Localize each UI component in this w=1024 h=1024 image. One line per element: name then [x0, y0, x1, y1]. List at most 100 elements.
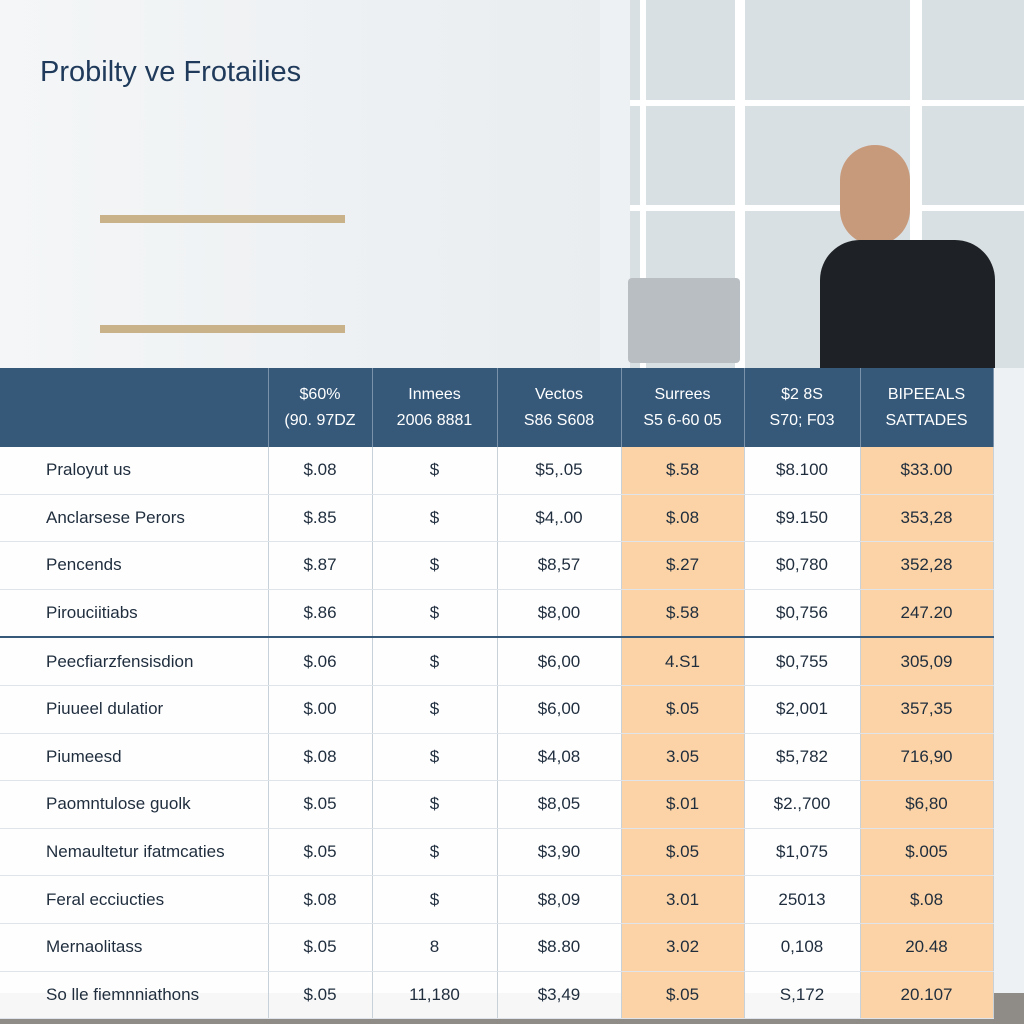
header-cell: Vectos S86 S608: [497, 368, 622, 447]
header-cell: $60% (90. 97DZ: [268, 368, 373, 447]
table-row: Mernaolitass $.05 8 $8.80 3.02 0,108 20.48: [0, 923, 994, 972]
table-cell: $.58: [621, 589, 745, 639]
header-line: $60%: [299, 385, 341, 403]
table-cell: 3.01: [621, 875, 745, 924]
header-cell: Inmees 2006 8881: [372, 368, 498, 447]
header-line: S5 6-60 05: [643, 411, 722, 429]
table-cell: $: [372, 447, 498, 495]
data-table: $60% (90. 97DZ Inmees 2006 8881 Vectos S86 S6…: [0, 368, 994, 1020]
header-cell: $2 8S S70; F03: [744, 368, 861, 447]
table-cell: 305,09: [860, 637, 994, 686]
table-row: Peecfiarzfensisdion $.06 $ $6,00 4.S1 $0,755 3…: [0, 637, 994, 686]
table-cell: Nemaultetur ifatmcaties: [0, 828, 269, 877]
header-line: SATTADES: [885, 411, 968, 429]
table-cell: $.27: [621, 541, 745, 590]
table-cell: Piuueel dulatior: [0, 685, 269, 734]
table-cell: 353,28: [860, 494, 994, 543]
table-cell: $: [372, 494, 498, 543]
table-row: Pirouciitiabs $.86 $ $8,00 $.58 $0,756 247.20: [0, 589, 994, 639]
table-cell: $: [372, 875, 498, 924]
table-cell: $.005: [860, 828, 994, 877]
table-cell: Pirouciitiabs: [0, 589, 269, 639]
table-cell: $8.80: [497, 923, 622, 972]
table-cell: 25013: [744, 875, 861, 924]
table-cell: $5,782: [744, 733, 861, 782]
table-cell: $.05: [268, 971, 373, 1020]
table-cell: $: [372, 589, 498, 639]
title: Probilty ve Frotailies: [40, 56, 302, 88]
table-cell: Mernaolitass: [0, 923, 269, 972]
wall: [0, 0, 600, 368]
table-cell: $.08: [268, 447, 373, 495]
table-cell: Paomntulose guolk: [0, 780, 269, 829]
table-cell: 20.48: [860, 923, 994, 972]
table-cell: $.06: [268, 637, 373, 686]
table-cell: $.05: [268, 780, 373, 829]
table-cell: $8.100: [744, 447, 861, 495]
table-cell: $.08: [268, 733, 373, 782]
table-cell: $: [372, 780, 498, 829]
table-cell: $.86: [268, 589, 373, 639]
header-line: $2 8S: [781, 385, 823, 403]
header-line: Surrees: [654, 385, 711, 403]
table-cell: 716,90: [860, 733, 994, 782]
header-line: S86 S608: [523, 411, 595, 429]
table-row: So lle fiemnniathons $.05 11,180 $3,49 $.05 S…: [0, 971, 994, 1020]
header-line: Inmees: [408, 385, 461, 403]
header-line: BIPEEALS: [887, 385, 966, 403]
table-cell: 247.20: [860, 589, 994, 639]
table-cell: Pencends: [0, 541, 269, 590]
table-cell: $4,08: [497, 733, 622, 782]
shelf: [100, 325, 345, 333]
header-line: Vectos: [534, 385, 584, 403]
table-cell: 20.107: [860, 971, 994, 1020]
table-row: Praloyut us $.08 $ $5,.05 $.58 $8.100 $33.00: [0, 447, 994, 495]
table-cell: $.05: [621, 828, 745, 877]
table-row: Nemaultetur ifatmcaties $.05 $ $3,90 $.05 $1,…: [0, 828, 994, 877]
header-line: 2006 8881: [396, 411, 473, 429]
laptop: [628, 278, 740, 363]
table-cell: $4,.00: [497, 494, 622, 543]
table-cell: Piumeesd: [0, 733, 269, 782]
table-cell: $.87: [268, 541, 373, 590]
header-line: (90. 97DZ: [284, 411, 356, 429]
table-cell: S,172: [744, 971, 861, 1020]
table-cell: $: [372, 828, 498, 877]
header-line: S70; F03: [769, 411, 835, 429]
table-row: Paomntulose guolk $.05 $ $8,05 $.01 $2.,700 $6…: [0, 780, 994, 829]
header-cell: [0, 368, 269, 447]
table-cell: 11,180: [372, 971, 498, 1020]
table-cell: 352,28: [860, 541, 994, 590]
table-cell: $1,075: [744, 828, 861, 877]
table-cell: $: [372, 541, 498, 590]
table-cell: 8: [372, 923, 498, 972]
header-cell: Surrees S5 6-60 05: [621, 368, 745, 447]
table-cell: $8,09: [497, 875, 622, 924]
table-cell: Feral ecciucties: [0, 875, 269, 924]
header-cell: BIPEEALS SATTADES: [860, 368, 994, 447]
table-cell: $.05: [268, 923, 373, 972]
table-cell: $3,90: [497, 828, 622, 877]
table-row: Anclarsese Perors $.85 $ $4,.00 $.08 $9.150 35…: [0, 494, 994, 543]
table-cell: $6,00: [497, 685, 622, 734]
table-cell: $5,.05: [497, 447, 622, 495]
shelf: [100, 215, 345, 223]
table-cell: $0,755: [744, 637, 861, 686]
table-cell: $.08: [621, 494, 745, 543]
table-row: Pencends $.87 $ $8,57 $.27 $0,780 352,28: [0, 541, 994, 590]
table-cell: Anclarsese Perors: [0, 494, 269, 543]
table-cell: $.58: [621, 447, 745, 495]
table-cell: $.08: [860, 875, 994, 924]
table-cell: $0,756: [744, 589, 861, 639]
table-cell: 357,35: [860, 685, 994, 734]
table-cell: 0,108: [744, 923, 861, 972]
table-cell: 4.S1: [621, 637, 745, 686]
table-cell: $: [372, 685, 498, 734]
table-cell: $33.00: [860, 447, 994, 495]
table-cell: $.05: [621, 971, 745, 1020]
table-cell: $9.150: [744, 494, 861, 543]
table-cell: 3.05: [621, 733, 745, 782]
table-cell: Peecfiarzfensisdion: [0, 637, 269, 686]
table-cell: $0,780: [744, 541, 861, 590]
